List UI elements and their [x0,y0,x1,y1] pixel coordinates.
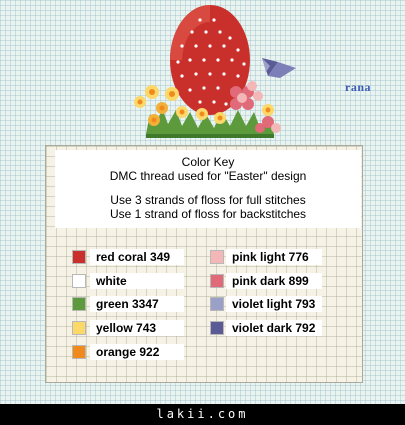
swatch-yellow [72,321,86,335]
color-label-green: green 3347 [90,296,184,312]
color-label-red-coral: red coral 349 [90,249,184,265]
swatch-pink-light [210,250,224,264]
grass-icon [146,108,274,138]
swatch-red-coral [72,250,86,264]
swatch-violet-dark [210,321,224,335]
site-footer: lakii.com [0,404,405,425]
swatch-white [72,274,86,288]
color-label-violet-light: violet light 793 [226,296,322,312]
swatch-orange [72,345,86,359]
yellow-flowers-icon [134,85,274,126]
backstitch-note: Use 1 strand of floss for backstitches [109,207,307,221]
color-label-pink-dark: pink dark 899 [226,273,322,289]
color-label-orange: orange 922 [90,344,184,360]
full-stitch-note: Use 3 strands of floss for full stitches [110,193,306,207]
swatch-violet-light [210,297,224,311]
color-key-subtitle: DMC thread used for "Easter" design [109,169,307,183]
butterfly-icon [262,58,296,78]
color-label-white: white [90,273,184,289]
color-label-violet-dark: violet dark 792 [226,320,322,336]
easter-egg-motif [134,5,296,138]
designer-signature: rana [345,80,371,94]
pink-flowers-icon [230,81,281,133]
color-label-yellow: yellow 743 [90,320,184,336]
color-key-header: Color Key DMC thread used for "Easter" d… [55,150,361,228]
color-key-title: Color Key [181,155,235,169]
swatch-pink-dark [210,274,224,288]
egg-icon [170,5,250,115]
color-label-pink-light: pink light 776 [226,249,322,265]
swatch-green [72,297,86,311]
